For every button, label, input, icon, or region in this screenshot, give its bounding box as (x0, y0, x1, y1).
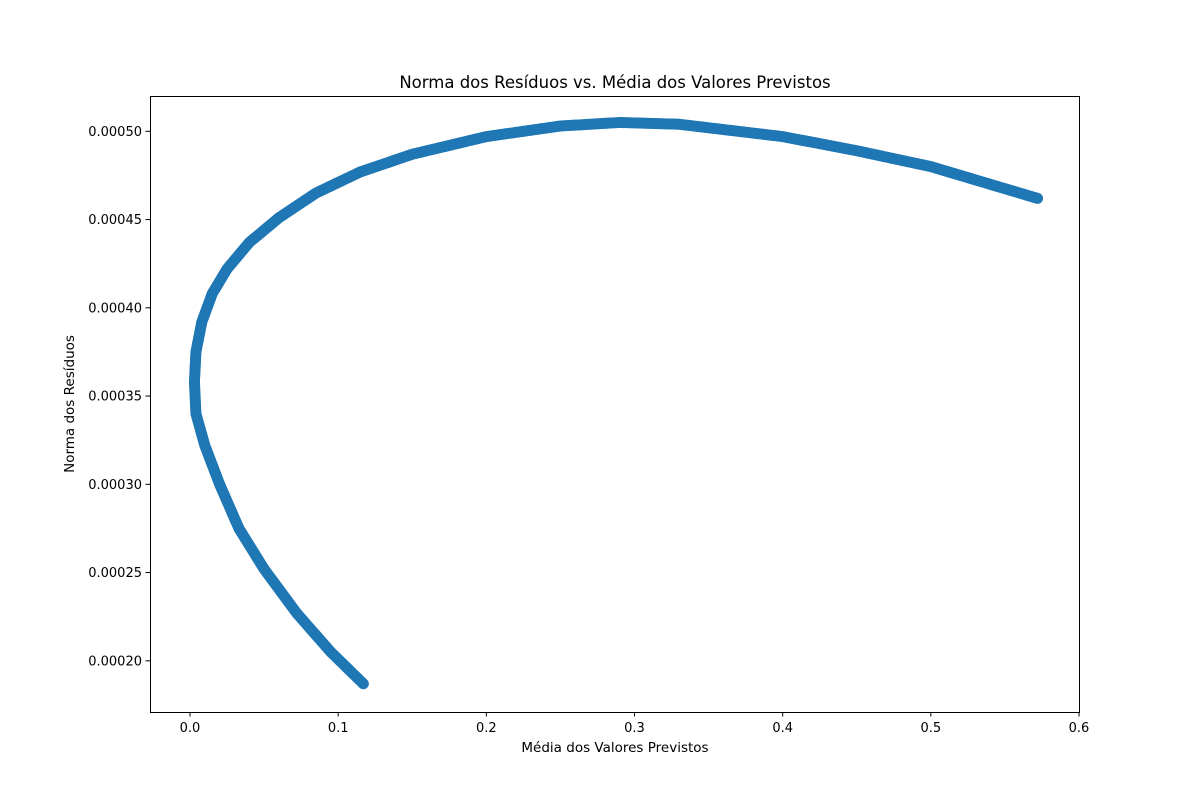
x-axis: 0.0 0.1 0.2 0.3 0.4 0.5 0.6 (180, 712, 1090, 736)
y-axis-title: Norma dos Resíduos (62, 335, 78, 473)
x-tick-label: 0.2 (476, 721, 497, 736)
y-tick-label: 0.00040 (88, 301, 142, 316)
y-tick-label: 0.00030 (88, 478, 142, 493)
plot-area (188, 116, 1044, 690)
scatter-series (188, 116, 1044, 690)
x-tick-label: 0.4 (772, 721, 793, 736)
x-tick-label: 0.0 (180, 721, 201, 736)
data-point (1032, 192, 1044, 204)
y-axis: 0.00020 0.00025 0.00030 0.00035 0.00040 0.000… (88, 125, 150, 669)
y-tick-label: 0.00045 (88, 213, 142, 228)
y-tick-label: 0.00025 (88, 566, 142, 581)
y-tick-label: 0.00020 (88, 654, 142, 669)
axes-frame (150, 96, 1080, 713)
x-tick-label: 0.3 (624, 721, 645, 736)
x-tick-label: 0.6 (1069, 721, 1090, 736)
x-tick-label: 0.5 (920, 721, 941, 736)
x-tick-label: 0.1 (328, 721, 349, 736)
x-axis-title: Média dos Valores Previstos (521, 740, 708, 756)
chart-title: Norma dos Resíduos vs. Média dos Valores… (399, 73, 830, 92)
y-tick-label: 0.00050 (88, 125, 142, 140)
y-tick-label: 0.00035 (88, 390, 142, 405)
